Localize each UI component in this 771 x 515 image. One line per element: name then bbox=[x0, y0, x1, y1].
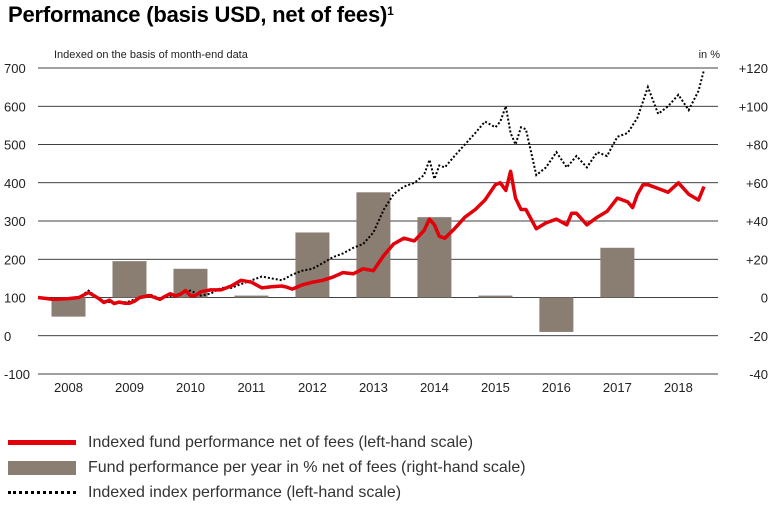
x-tick-label: 2014 bbox=[420, 380, 449, 395]
right-tick-label: +40 bbox=[746, 214, 768, 229]
annual-performance-bars bbox=[51, 192, 635, 332]
right-tick-label: 0 bbox=[761, 291, 768, 306]
bar-2009 bbox=[112, 261, 147, 298]
left-tick-label: 0 bbox=[4, 329, 11, 344]
right-tick-label: +120 bbox=[739, 61, 768, 76]
right-tick-label: -20 bbox=[749, 329, 768, 344]
x-tick-label: 2012 bbox=[298, 380, 327, 395]
x-axis: 2008 2009 2010 2011 2012 2013 2014 2015 2016 2017… bbox=[54, 380, 693, 395]
x-tick-label: 2008 bbox=[54, 380, 83, 395]
performance-chart: -100 0 100 200 300 400 500 600 700 -40 -20 0 +20 +40… bbox=[4, 49, 768, 395]
right-tick-label: +80 bbox=[746, 138, 768, 153]
subtitle-right: in % bbox=[699, 49, 721, 61]
right-tick-label: +20 bbox=[746, 252, 768, 267]
left-tick-label: 100 bbox=[4, 291, 26, 306]
legend-item-index-line: Indexed index performance (left-hand sca… bbox=[8, 480, 526, 505]
x-tick-label: 2013 bbox=[359, 380, 388, 395]
bar-2008 bbox=[51, 297, 86, 317]
legend-label: Fund performance per year in % net of fe… bbox=[88, 458, 526, 476]
legend: Indexed fund performance net of fees (le… bbox=[8, 430, 526, 505]
fund-performance-line bbox=[37, 169, 706, 306]
bar-2015 bbox=[478, 295, 513, 298]
right-tick-label: -40 bbox=[749, 367, 768, 382]
x-tick-label: 2017 bbox=[603, 380, 632, 395]
legend-item-bars: Fund performance per year in % net of fe… bbox=[8, 455, 526, 480]
right-tick-label: +100 bbox=[739, 99, 768, 114]
x-tick-label: 2009 bbox=[115, 380, 144, 395]
x-tick-label: 2015 bbox=[481, 380, 510, 395]
bar-2011 bbox=[234, 295, 269, 298]
title-footnote-marker: 1 bbox=[387, 4, 394, 18]
indexed-lines bbox=[37, 69, 706, 306]
left-axis: -100 0 100 200 300 400 500 600 700 bbox=[4, 61, 30, 382]
left-tick-label: 500 bbox=[4, 138, 26, 153]
subtitle-left: Indexed on the basis of month-end data bbox=[54, 49, 249, 61]
left-tick-label: 300 bbox=[4, 214, 26, 229]
chart-title: Performance (basis USD, net of fees)1 bbox=[8, 2, 394, 27]
left-tick-label: 600 bbox=[4, 99, 26, 114]
legend-item-fund-line: Indexed fund performance net of fees (le… bbox=[8, 430, 526, 455]
left-tick-label: 700 bbox=[4, 61, 26, 76]
bar-2012 bbox=[295, 232, 330, 298]
x-tick-label: 2016 bbox=[542, 380, 571, 395]
left-tick-label: 200 bbox=[4, 252, 26, 267]
bar-swatch bbox=[8, 459, 76, 477]
right-tick-label: +60 bbox=[746, 176, 768, 191]
bar-2016 bbox=[539, 297, 574, 332]
x-tick-label: 2010 bbox=[176, 380, 205, 395]
x-tick-label: 2018 bbox=[664, 380, 693, 395]
red-line-swatch bbox=[8, 434, 76, 452]
bar-2017 bbox=[600, 247, 635, 298]
dotted-line-swatch bbox=[8, 484, 76, 502]
left-tick-label: 400 bbox=[4, 176, 26, 191]
left-tick-label: -100 bbox=[4, 367, 30, 382]
x-tick-label: 2011 bbox=[237, 380, 265, 395]
right-axis: -40 -20 0 +20 +40 +60 +80 +100 +120 bbox=[739, 61, 768, 382]
legend-label: Indexed index performance (left-hand sca… bbox=[88, 483, 402, 501]
legend-label: Indexed fund performance net of fees (le… bbox=[88, 433, 474, 451]
